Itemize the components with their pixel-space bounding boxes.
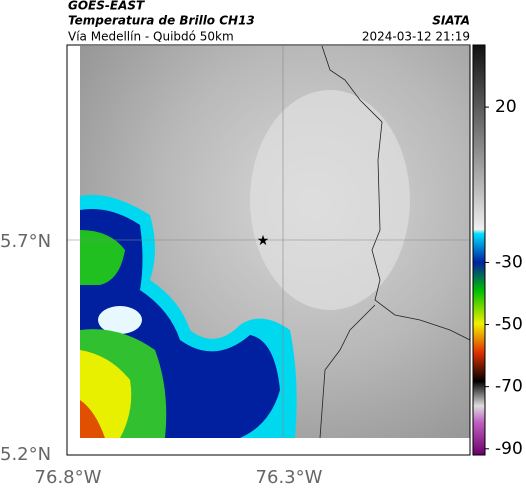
lat-tick-label: 5.7°N — [0, 231, 51, 252]
product: GOES-EAST — [68, 0, 145, 13]
subtitle: Vía Medellín - Quibdó 50km — [68, 30, 234, 44]
colorbar-tick-label: -30 — [495, 252, 523, 272]
colorbar-tick-label: -70 — [495, 377, 523, 397]
lat-tick-label: 5.2°N — [0, 444, 51, 465]
colorbar-tick-label: -90 — [495, 439, 523, 459]
colorbar-tick-label: 20 — [495, 97, 517, 117]
lon-tick-label: 76.3°W — [256, 467, 323, 488]
source: SIATA — [432, 14, 470, 28]
colorbar-tick-label: -50 — [495, 315, 523, 335]
svg-text:★: ★ — [257, 233, 270, 249]
datetime: 2024-03-12 21:19 — [362, 30, 470, 44]
colorbar — [472, 44, 486, 456]
title: Temperatura de Brillo CH13 — [68, 14, 255, 28]
colorbar-ticks: 20 -30 -50 -70 -90 — [485, 97, 523, 459]
map-image: ★ — [66, 44, 471, 456]
lon-tick-label: 76.8°W — [35, 467, 102, 488]
